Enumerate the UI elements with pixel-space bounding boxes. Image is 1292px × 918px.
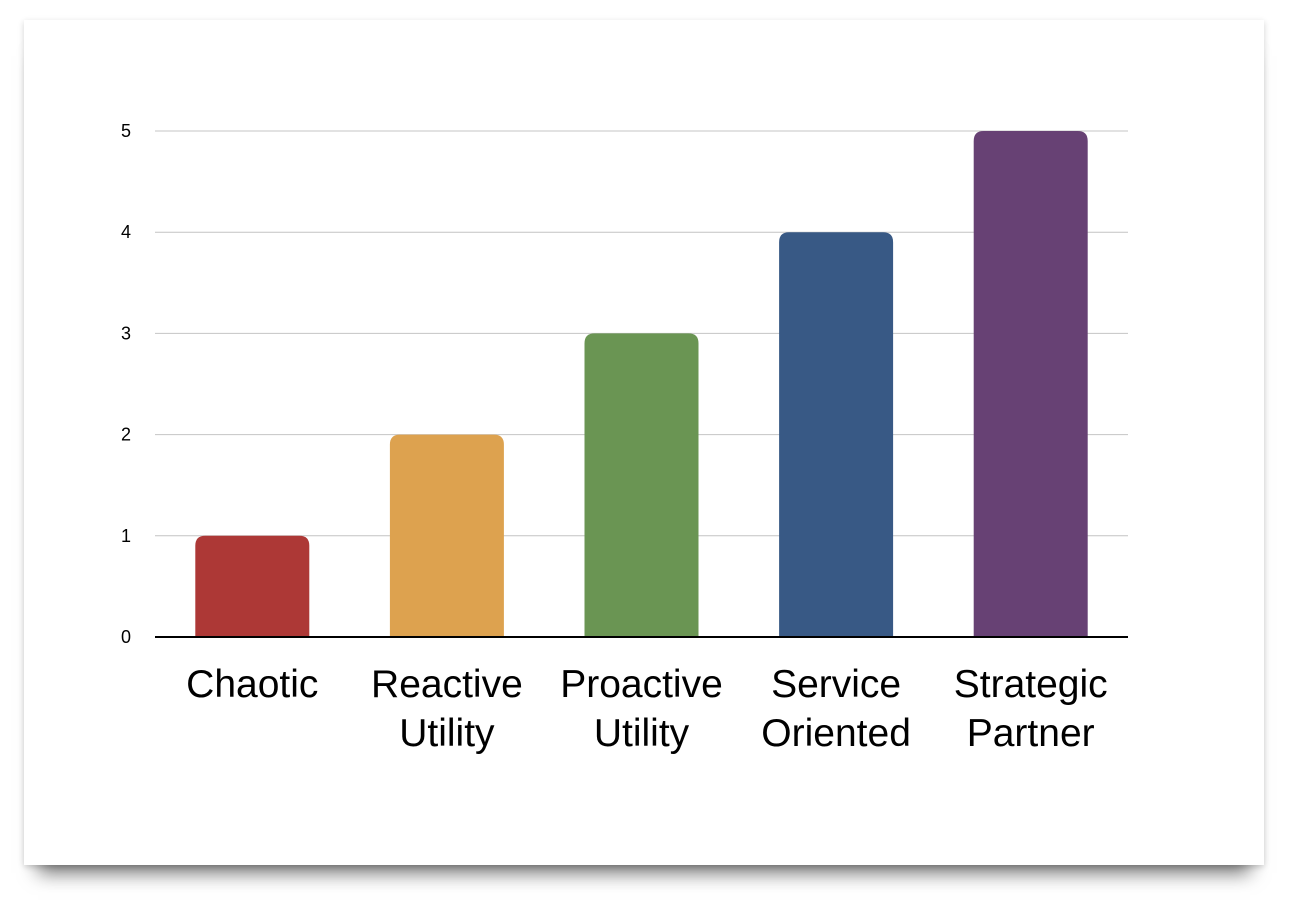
bar-service-oriented	[779, 232, 894, 637]
bar-proactive-utility	[584, 333, 699, 637]
bar-reactive-utility	[389, 434, 504, 637]
x-axis-labels: Chaotic Reactive Utility Proactive Utility Se…	[186, 663, 1107, 755]
x-tick-label: Proactive Utility	[560, 663, 723, 755]
bar-chaotic	[195, 535, 310, 637]
bars	[195, 131, 1088, 637]
bar-strategic-partner	[973, 131, 1088, 637]
y-tick-label: 2	[121, 425, 131, 445]
x-tick-label: Reactive Utility	[371, 663, 523, 755]
y-tick-label: 4	[121, 222, 131, 242]
y-axis-ticks: 0 1 2 3 4 5	[121, 121, 131, 647]
x-tick-label: Strategic Partner	[954, 663, 1108, 755]
y-tick-label: 1	[121, 526, 131, 546]
x-tick-label: Chaotic	[186, 663, 318, 706]
y-tick-label: 3	[121, 323, 131, 343]
y-tick-label: 5	[121, 121, 131, 141]
x-tick-label: Service Oriented	[761, 663, 911, 755]
y-tick-label: 0	[121, 627, 131, 647]
